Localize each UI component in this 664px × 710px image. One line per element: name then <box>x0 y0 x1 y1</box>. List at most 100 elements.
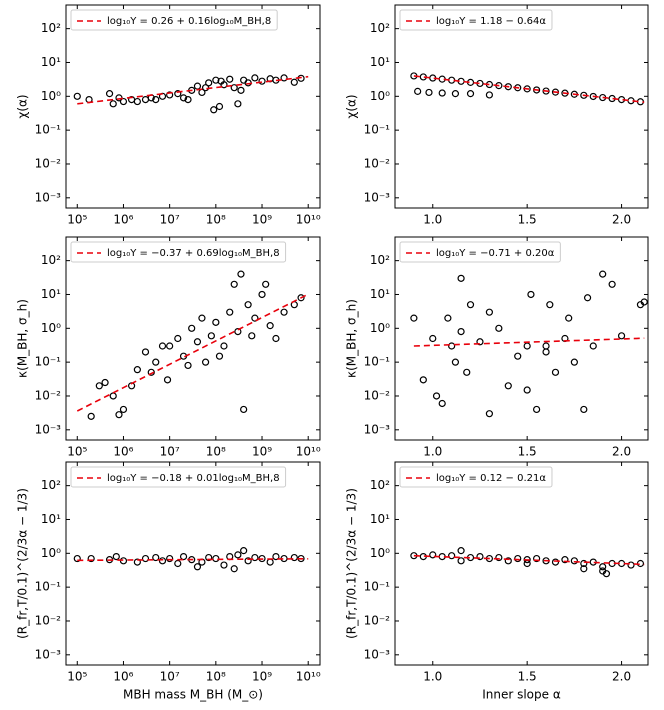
data-point <box>174 559 182 568</box>
x-tick-label: 1.5 <box>518 670 537 684</box>
data-point <box>432 392 441 400</box>
fit-line <box>77 557 309 562</box>
y-tick-label: 10¹ <box>370 512 390 526</box>
data-point <box>251 553 259 562</box>
data-point <box>244 557 252 565</box>
data-point <box>158 342 167 350</box>
y-tick-label: 10⁻² <box>35 388 62 402</box>
data-point <box>495 324 503 332</box>
data-point <box>217 77 225 85</box>
y-tick-label: 10¹ <box>370 287 390 301</box>
data-point <box>297 294 305 302</box>
data-point <box>193 563 202 571</box>
data-point <box>570 358 578 366</box>
x-tick-label: 10⁶ <box>113 213 133 227</box>
data-point <box>485 308 494 316</box>
x-tick-label: 10⁸ <box>206 213 226 227</box>
data-point <box>419 376 427 384</box>
legend-frame <box>70 241 287 263</box>
data-point <box>251 74 259 82</box>
data-point <box>230 84 238 92</box>
y-tick-label: 10¹ <box>370 55 390 69</box>
y-tick-label: 10⁻³ <box>364 422 391 436</box>
y-tick-label: 10² <box>370 253 390 267</box>
y-tick-label: 10² <box>370 21 390 35</box>
data-point <box>210 106 218 114</box>
data-point <box>152 553 160 562</box>
data-point <box>485 91 494 99</box>
data-point <box>201 358 210 366</box>
x-tick-label: 2.0 <box>612 445 631 459</box>
data-point <box>201 84 210 92</box>
legend-label: log₁₀Y = 1.18 − 0.64α <box>436 16 546 27</box>
fit-line <box>413 554 645 566</box>
x-axis-label: MBH mass M_BH (M_⊙) <box>123 688 263 702</box>
y-tick-label: 10⁻¹ <box>364 580 391 594</box>
data-point <box>174 334 182 343</box>
data-point <box>444 314 452 322</box>
y-tick-label: 10⁻³ <box>364 647 391 661</box>
y-tick-label: 10¹ <box>41 55 61 69</box>
y-tick-label: 10² <box>41 253 61 267</box>
data-point <box>570 557 578 565</box>
y-tick-label: 10⁰ <box>41 546 61 560</box>
legend-label: log₁₀Y = −0.71 + 0.20α <box>436 248 555 259</box>
x-tick-label: 10⁷ <box>160 445 180 459</box>
data-point <box>212 318 220 326</box>
data-point <box>514 352 522 360</box>
data-point <box>207 332 215 340</box>
data-point <box>174 90 182 98</box>
data-point <box>109 100 117 108</box>
y-tick-label: 10⁻² <box>364 613 391 627</box>
data-point <box>561 556 569 564</box>
data-point <box>504 382 512 390</box>
data-point <box>152 358 160 366</box>
data-point <box>166 342 174 350</box>
data-point <box>244 301 252 309</box>
data-point <box>533 405 541 414</box>
data-point <box>504 557 512 565</box>
plot-frame <box>65 236 321 441</box>
x-tick-label: 10⁹ <box>252 445 272 459</box>
x-tick-label: 2.0 <box>612 213 631 227</box>
y-tick-label: 10⁻³ <box>35 647 62 661</box>
data-point <box>451 90 460 98</box>
y-axis-label: κ(M_BH, σ_h) <box>345 299 359 378</box>
data-point <box>184 95 192 104</box>
x-tick-label: 10⁸ <box>206 445 226 459</box>
data-point <box>583 294 592 302</box>
data-point <box>234 100 242 108</box>
data-point <box>133 97 141 106</box>
x-axis-label: Inner slope α <box>482 688 561 702</box>
data-point <box>112 552 120 561</box>
legend-label: log₁₀Y = 0.12 − 0.21α <box>436 473 546 484</box>
x-tick-label: 10⁵ <box>67 670 87 684</box>
data-point <box>485 410 494 418</box>
data-point <box>115 411 123 419</box>
data-point <box>95 382 103 390</box>
y-tick-label: 10⁻³ <box>35 190 62 204</box>
data-point <box>141 348 150 356</box>
data-point <box>230 565 238 573</box>
x-tick-label: 10⁷ <box>160 670 180 684</box>
data-point <box>163 376 172 384</box>
data-point <box>617 332 626 340</box>
y-tick-label: 10¹ <box>41 287 61 301</box>
x-tick-label: 10¹⁰ <box>296 670 321 684</box>
y-axis-label: κ(M_BH, σ_h) <box>16 299 30 378</box>
data-point <box>542 342 550 350</box>
x-tick-label: 10⁵ <box>67 213 87 227</box>
data-point <box>262 280 270 288</box>
y-axis-label: (R_fr,T/0.1)^(2/3α − 1/3) <box>345 488 359 639</box>
data-point <box>542 348 550 356</box>
panel: 1.0 1.5 2.0 10⁻³ 10⁻² 10⁻¹ 10⁰ 10¹ 10² κ(M_BH, σ_… <box>345 236 649 459</box>
data-point <box>410 314 418 322</box>
data-point <box>73 554 81 563</box>
data-point <box>234 551 242 559</box>
plot-frame <box>65 4 321 209</box>
y-axis-label: χ(α) <box>16 94 30 118</box>
y-axis-label: (R_fr,T/0.1)^(2/3α − 1/3) <box>16 488 30 639</box>
data-point <box>457 274 465 282</box>
legend-frame <box>70 9 278 31</box>
data-point <box>87 554 95 563</box>
